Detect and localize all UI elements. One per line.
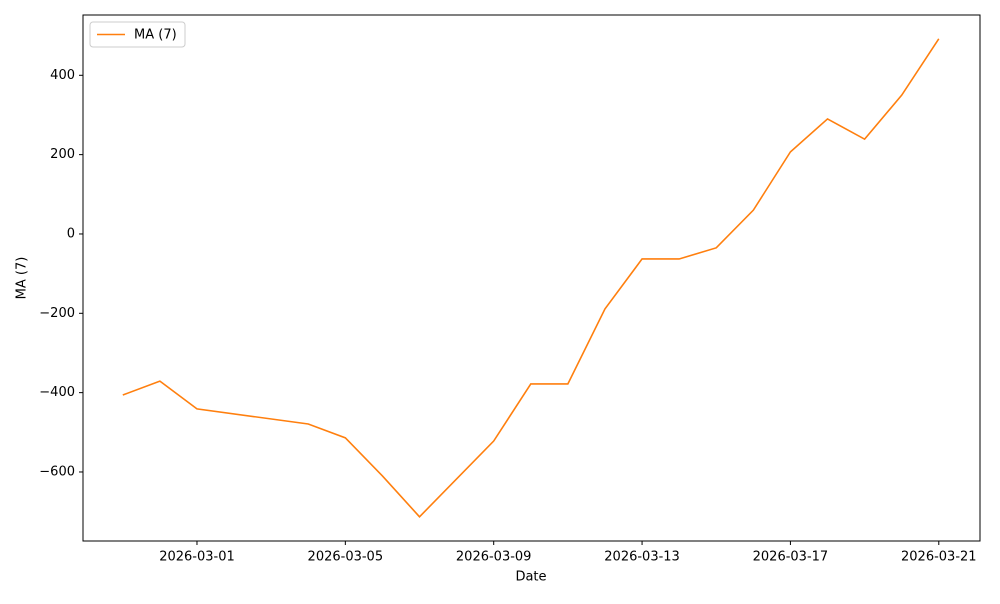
x-tick-label: 2026-03-21: [901, 550, 977, 565]
x-tick-label: 2026-03-09: [456, 550, 532, 565]
line-series: [122, 38, 940, 518]
x-axis-label: Date: [515, 570, 546, 585]
y-tick-label: −600: [39, 464, 75, 479]
y-tick-label: −400: [39, 385, 75, 400]
legend-box: [89, 21, 186, 48]
x-tick-label: 2026-03-01: [159, 550, 235, 565]
plot-frame: [82, 14, 981, 542]
x-tick-label: 2026-03-17: [753, 550, 829, 565]
x-tick-label: 2026-03-05: [308, 550, 384, 565]
y-tick-label: 400: [50, 68, 75, 83]
y-tick-label: 200: [50, 147, 75, 162]
x-tick-label: 2026-03-13: [604, 550, 680, 565]
y-axis-label: MA (7): [15, 257, 30, 300]
y-tick-label: 0: [67, 226, 75, 241]
y-tick-label: −200: [39, 306, 75, 321]
legend-label: MA (7): [134, 28, 177, 43]
